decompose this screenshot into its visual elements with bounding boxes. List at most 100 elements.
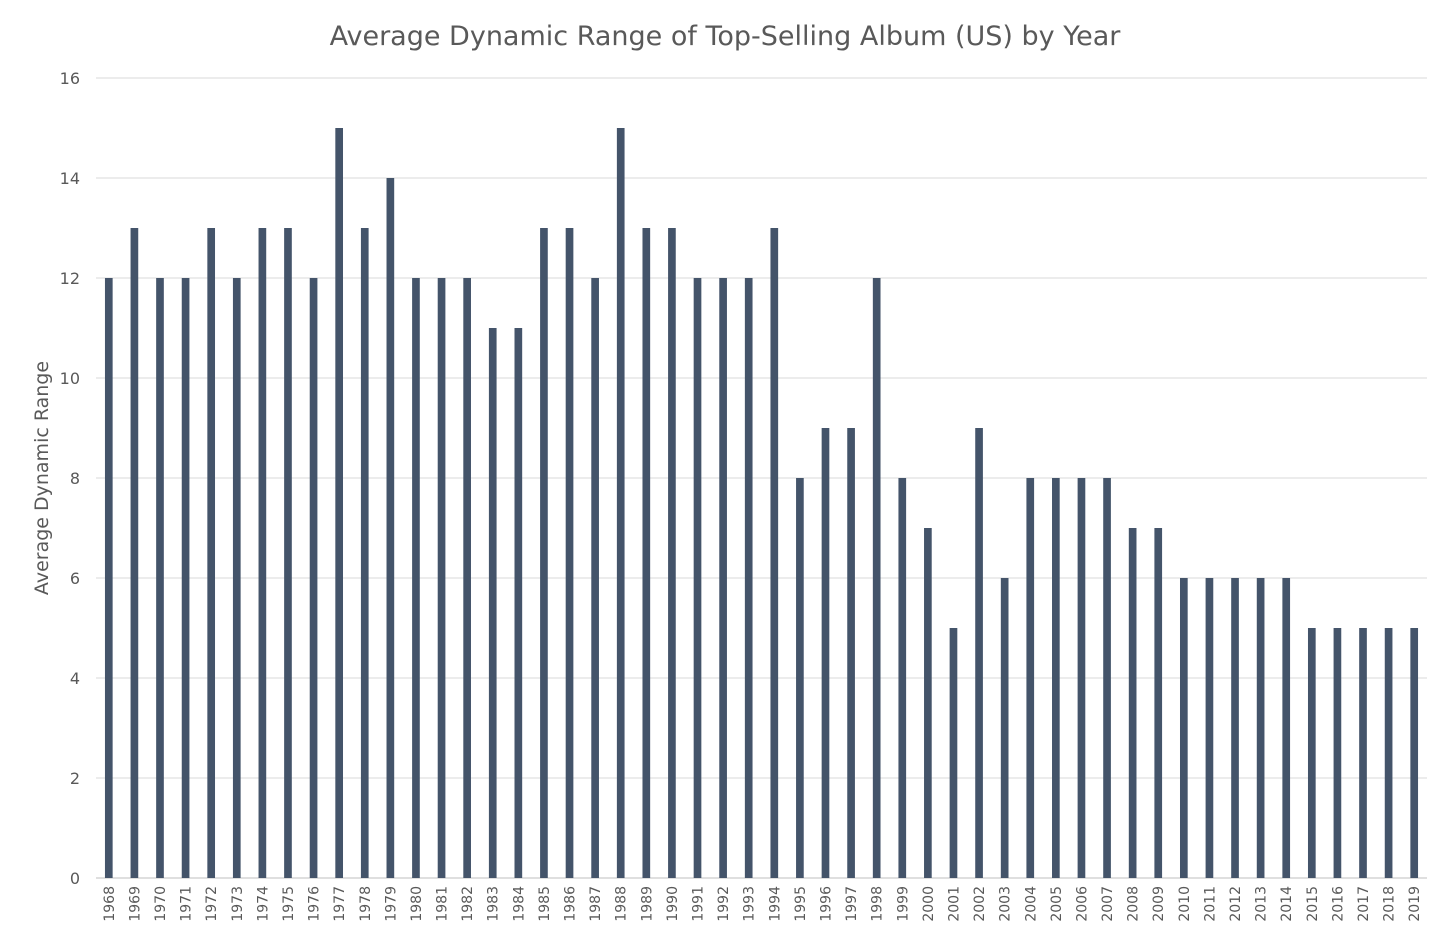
bar-1981 (437, 278, 446, 878)
bar-2012 (1231, 578, 1239, 878)
chart-title: Average Dynamic Range of Top-Selling Alb… (330, 21, 1122, 52)
bar-1969 (130, 228, 139, 878)
bar-1988 (616, 128, 625, 878)
x-tick-label: 1990 (665, 886, 681, 922)
bar-2001 (949, 628, 958, 878)
bar-1999 (898, 478, 907, 878)
x-tick-label: 1977 (332, 886, 348, 922)
x-tick-label: 1979 (383, 886, 399, 922)
x-tick-label: 1983 (486, 886, 502, 922)
bar-1996 (821, 428, 830, 878)
bar-1995 (796, 478, 804, 878)
x-tick-label: 1968 (102, 886, 118, 922)
bar-1989 (642, 228, 651, 878)
bar-2004 (1026, 478, 1035, 878)
y-tick-label: 12 (60, 269, 80, 288)
x-tick-label: 1984 (511, 886, 527, 922)
y-tick-label: 10 (60, 369, 80, 388)
bar-2006 (1077, 478, 1086, 878)
y-tick-label: 16 (60, 69, 80, 88)
x-tick-label: 2006 (1074, 886, 1090, 922)
bar-1982 (463, 278, 471, 878)
bars (104, 128, 1419, 878)
x-tick-label: 1976 (307, 886, 323, 922)
y-tick-label: 0 (70, 869, 80, 888)
x-tick-label: 1992 (716, 886, 732, 922)
bar-2010 (1179, 578, 1188, 878)
x-tick-label: 1985 (537, 886, 553, 922)
x-tick-label: 2018 (1382, 886, 1398, 922)
bar-2005 (1052, 478, 1060, 878)
x-tick-label: 2010 (1177, 886, 1193, 922)
x-tick-label: 2008 (1126, 886, 1142, 922)
bar-1980 (412, 278, 420, 878)
x-tick-label: 1986 (563, 886, 579, 922)
x-tick-label: 2019 (1407, 886, 1423, 922)
bar-2009 (1154, 528, 1163, 878)
x-tick-label: 2017 (1356, 886, 1372, 922)
x-tick-label: 2012 (1228, 886, 1244, 922)
x-tick-label: 2013 (1254, 886, 1270, 922)
bar-2003 (1000, 578, 1009, 878)
bar-1998 (872, 278, 881, 878)
bar-1997 (847, 428, 855, 878)
x-tick-label: 1973 (230, 886, 246, 922)
x-tick-label: 1981 (435, 886, 451, 922)
bar-1990 (668, 228, 676, 878)
x-tick-label: 2000 (921, 886, 937, 922)
x-tick-label: 1997 (844, 886, 860, 922)
bar-1970 (156, 278, 164, 878)
x-tick-label: 2003 (998, 886, 1014, 922)
x-tick-label: 2007 (1100, 886, 1116, 922)
x-tick-label: 1978 (358, 886, 374, 922)
x-tick-label: 1996 (818, 886, 834, 922)
bar-2013 (1256, 578, 1265, 878)
bar-2011 (1205, 578, 1214, 878)
bar-1976 (309, 278, 318, 878)
bar-1983 (488, 328, 497, 878)
y-tick-label: 6 (70, 569, 80, 588)
x-tick-label: 1994 (767, 886, 783, 922)
x-tick-label: 2001 (946, 886, 962, 922)
bar-1972 (207, 228, 216, 878)
bar-1978 (360, 228, 369, 878)
x-tick-label: 1987 (588, 886, 604, 922)
x-tick-label: 2005 (1049, 886, 1065, 922)
bar-1991 (693, 278, 702, 878)
x-tick-label: 1995 (793, 886, 809, 922)
bar-1992 (719, 278, 727, 878)
y-tick-label: 14 (60, 169, 80, 188)
x-tick-label: 1982 (460, 886, 476, 922)
bar-2018 (1384, 628, 1393, 878)
bar-1994 (770, 228, 779, 878)
bar-1985 (540, 228, 548, 878)
x-tick-labels: 1968 1969 1970 1971 1972 1973 1974 1975 1976 1977… (102, 886, 1423, 922)
bar-1973 (232, 278, 241, 878)
x-tick-label: 2015 (1305, 886, 1321, 922)
bar-2015 (1307, 628, 1316, 878)
bar-1968 (104, 278, 113, 878)
bar-1986 (565, 228, 574, 878)
y-tick-label: 2 (70, 769, 80, 788)
x-tick-label: 1970 (153, 886, 169, 922)
bar-1993 (744, 278, 753, 878)
x-tick-label: 1998 (870, 886, 886, 922)
x-tick-label: 1974 (255, 886, 271, 922)
x-tick-label: 1989 (639, 886, 655, 922)
y-tick-labels: 0 2 4 6 8 10 12 14 16 (60, 69, 80, 888)
bar-2007 (1103, 478, 1111, 878)
bar-1979 (386, 178, 395, 878)
y-tick-label: 4 (70, 669, 80, 688)
x-tick-label: 1999 (895, 886, 911, 922)
bar-2019 (1410, 628, 1419, 878)
x-tick-label: 2002 (972, 886, 988, 922)
bar-2000 (924, 528, 932, 878)
bar-1984 (514, 328, 523, 878)
x-tick-label: 1993 (742, 886, 758, 922)
bar-1987 (591, 278, 599, 878)
x-tick-label: 1975 (281, 886, 297, 922)
bar-1974 (258, 228, 267, 878)
x-tick-label: 1969 (127, 886, 143, 922)
x-tick-label: 2004 (1023, 886, 1039, 922)
